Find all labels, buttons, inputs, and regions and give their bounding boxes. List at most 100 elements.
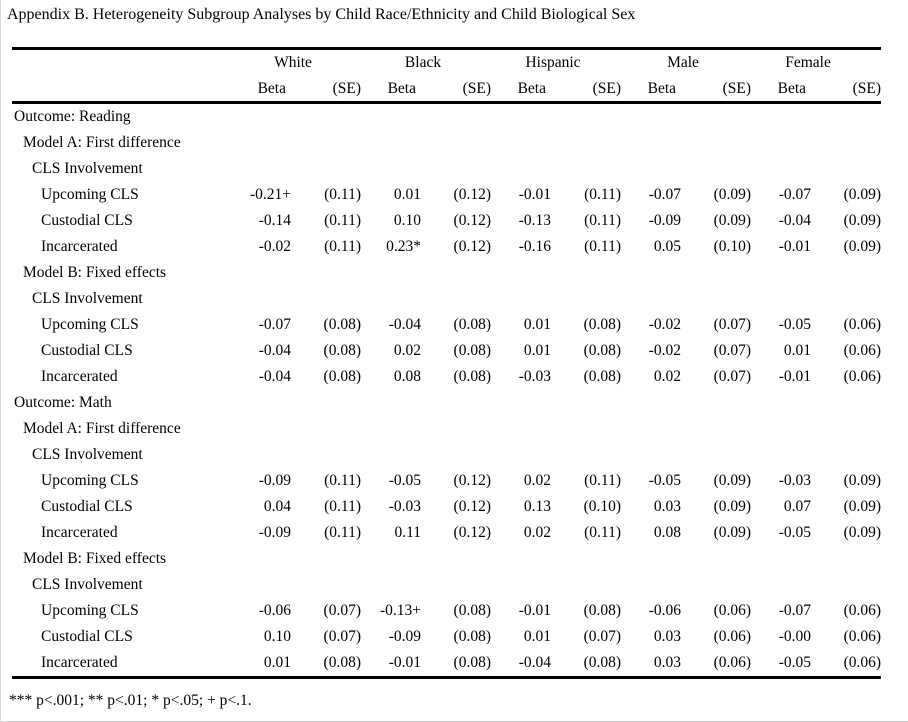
se-column-header: (SE)	[291, 76, 371, 104]
se-cell	[811, 286, 881, 312]
beta-cell	[631, 260, 681, 286]
se-cell	[291, 156, 371, 182]
table-row: Incarcerated 0.01 (0.08) -0.01 (0.08) -0.04 (0…	[12, 650, 881, 678]
beta-cell: -0.01	[778, 368, 812, 385]
beta-cell: -0.07	[778, 602, 812, 619]
se-cell: (0.12)	[453, 524, 491, 541]
beta-cell	[501, 260, 551, 286]
beta-cell	[241, 546, 291, 572]
beta-cell	[631, 546, 681, 572]
beta-cell: 0.02	[523, 524, 551, 541]
se-cell	[291, 572, 371, 598]
se-cell	[291, 130, 371, 156]
se-cell	[421, 546, 501, 572]
table-row: CLS Involvement	[12, 572, 881, 598]
beta-cell: -0.02	[258, 238, 291, 255]
significance-footnote: *** p<.001; ** p<.01; * p<.05; + p<.1.	[9, 692, 252, 709]
beta-cell: -0.01	[778, 238, 812, 255]
beta-cell: -0.04	[388, 316, 421, 333]
row-label: Incarcerated	[41, 524, 118, 541]
beta-cell: -0.05	[648, 472, 682, 489]
beta-cell	[501, 416, 551, 442]
beta-cell: 0.07	[783, 498, 812, 515]
se-cell	[421, 260, 501, 286]
beta-cell: 0.05	[653, 238, 682, 255]
se-cell: (0.09)	[843, 212, 882, 229]
beta-cell: 0.08	[653, 524, 682, 541]
se-cell	[681, 260, 761, 286]
table-row: CLS Involvement	[12, 156, 881, 182]
table-row: Custodial CLS -0.04 (0.08) 0.02 (0.08) 0.01 (0…	[12, 338, 881, 364]
table-row: Model B: Fixed effects	[12, 546, 881, 572]
se-cell	[811, 390, 881, 416]
se-cell: (0.09)	[843, 186, 882, 203]
beta-cell: -0.03	[518, 368, 551, 385]
se-cell: (0.08)	[323, 316, 361, 333]
beta-cell: -0.01	[518, 186, 551, 203]
beta-cell: -0.04	[258, 342, 291, 359]
beta-cell: 0.01	[523, 316, 551, 333]
subgroup-analyses-table: White Black Hispanic Male Female Beta (S…	[12, 47, 882, 679]
se-cell	[681, 572, 761, 598]
beta-cell: -0.01	[518, 602, 551, 619]
beta-cell: -0.06	[648, 602, 682, 619]
beta-cell: 0.01	[393, 186, 421, 203]
beta-cell	[761, 546, 811, 572]
beta-cell	[241, 156, 291, 182]
beta-cell	[371, 442, 421, 468]
se-cell	[681, 156, 761, 182]
se-cell: (0.11)	[584, 524, 622, 541]
beta-cell	[501, 286, 551, 312]
se-cell: (0.11)	[584, 238, 622, 255]
beta-cell: -0.21+	[249, 186, 291, 203]
se-cell	[811, 103, 881, 131]
se-cell: (0.08)	[583, 602, 622, 619]
beta-column-header: Beta	[761, 76, 812, 104]
beta-cell	[241, 260, 291, 286]
se-cell: (0.08)	[583, 342, 622, 359]
column-group-white: White	[274, 54, 312, 71]
se-cell	[291, 103, 371, 131]
beta-cell	[631, 103, 681, 131]
beta-cell	[371, 572, 421, 598]
se-cell	[681, 442, 761, 468]
se-cell	[811, 546, 881, 572]
beta-cell	[371, 416, 421, 442]
beta-cell	[241, 103, 291, 131]
beta-cell: -0.16	[518, 238, 551, 255]
se-cell: (0.06)	[843, 602, 882, 619]
table-row: Incarcerated -0.02 (0.11) 0.23* (0.12) -0.16 (…	[12, 234, 881, 260]
column-group-male: Male	[667, 54, 699, 71]
se-cell	[551, 416, 631, 442]
beta-column-header: Beta	[241, 76, 291, 104]
se-cell: (0.06)	[843, 316, 882, 333]
beta-cell	[761, 103, 811, 131]
beta-cell: -0.03	[778, 472, 812, 489]
se-cell: (0.06)	[713, 654, 752, 671]
row-label: CLS Involvement	[32, 290, 143, 307]
beta-cell: 0.02	[653, 368, 682, 385]
se-cell	[291, 416, 371, 442]
beta-cell	[761, 442, 811, 468]
beta-cell	[241, 442, 291, 468]
beta-cell	[371, 260, 421, 286]
label-column-header	[12, 49, 241, 77]
table-row: Upcoming CLS -0.06 (0.07) -0.13+ (0.08) -0.01…	[12, 598, 881, 624]
table-row: Incarcerated -0.09 (0.11) 0.11 (0.12) 0.02 (0.…	[12, 520, 881, 546]
se-column-header: (SE)	[681, 76, 762, 104]
beta-cell	[371, 103, 421, 131]
se-cell: (0.08)	[453, 602, 491, 619]
se-cell	[811, 442, 881, 468]
table-row: Upcoming CLS -0.07 (0.08) -0.04 (0.08) 0.01 (0…	[12, 312, 881, 338]
se-cell: (0.09)	[713, 186, 752, 203]
row-label: CLS Involvement	[32, 160, 143, 177]
table-row: Model B: Fixed effects	[12, 260, 881, 286]
se-cell	[681, 390, 761, 416]
table-row: Model A: First difference	[12, 416, 881, 442]
se-cell: (0.12)	[453, 212, 491, 229]
se-cell	[421, 130, 501, 156]
se-cell	[681, 103, 761, 131]
se-cell	[811, 416, 881, 442]
column-group-hispanic: Hispanic	[525, 54, 581, 71]
